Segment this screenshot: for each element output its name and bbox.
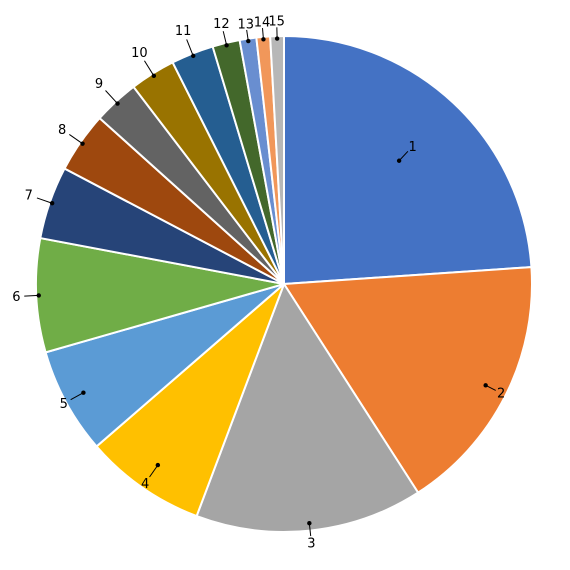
data-label-4: 4 <box>141 477 149 492</box>
data-label-11: 11 <box>175 24 192 39</box>
label-dot-12 <box>224 43 229 48</box>
label-dot-14 <box>261 37 266 42</box>
leader-line-8 <box>69 134 83 145</box>
data-label-6: 6 <box>12 290 20 305</box>
label-dot-6 <box>36 293 41 298</box>
data-label-9: 9 <box>95 77 103 92</box>
label-dot-13 <box>246 38 251 44</box>
leader-line-11 <box>186 39 194 57</box>
pie-slice-4 <box>95 283 285 518</box>
leader-line-9 <box>105 90 118 104</box>
data-label-1: 1 <box>409 140 417 155</box>
leader-line-4 <box>149 464 159 478</box>
pie-slice-2 <box>282 266 533 495</box>
label-dot-8 <box>80 141 85 146</box>
data-label-14: 14 <box>254 16 271 31</box>
data-label-5: 5 <box>60 397 68 412</box>
label-dot-5 <box>81 390 86 395</box>
label-dot-11 <box>191 53 196 59</box>
label-dot-3 <box>307 521 312 526</box>
data-label-3: 3 <box>307 536 315 551</box>
leader-line-6 <box>24 294 39 297</box>
pie-slice-5 <box>44 283 285 448</box>
label-dot-4 <box>155 462 161 468</box>
pie-slice-1 <box>283 34 533 286</box>
pie-slices <box>35 34 533 533</box>
data-label-10: 10 <box>131 46 148 61</box>
data-label-2: 2 <box>497 387 505 402</box>
label-dot-2 <box>483 383 488 388</box>
label-dot-7 <box>49 201 55 206</box>
data-label-7: 7 <box>25 189 33 204</box>
leader-line-5 <box>70 392 84 401</box>
leader-line-7 <box>36 197 53 204</box>
label-dot-9 <box>115 101 120 106</box>
data-label-12: 12 <box>213 17 230 32</box>
data-label-15: 15 <box>268 15 285 30</box>
data-label-8: 8 <box>58 123 66 138</box>
label-dot-10 <box>151 73 157 79</box>
label-dot-15 <box>274 36 280 41</box>
data-label-13: 13 <box>238 17 255 32</box>
leader-line-12 <box>222 31 228 46</box>
leader-line-10 <box>144 60 155 77</box>
label-dot-1 <box>396 158 402 163</box>
